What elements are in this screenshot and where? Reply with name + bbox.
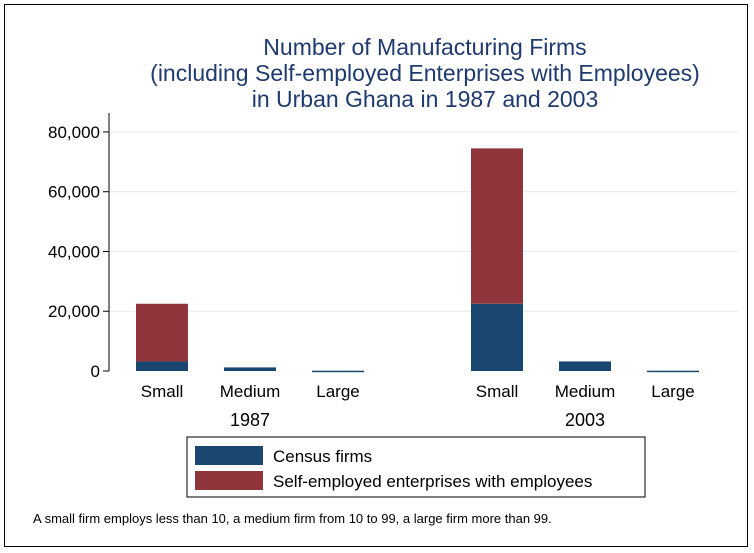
y-tick-label-3: 60,000 bbox=[48, 183, 100, 202]
legend-box bbox=[186, 436, 646, 498]
x-tick-label-2003-large: Large bbox=[651, 382, 694, 401]
bar-1987-small-series-1 bbox=[136, 361, 188, 371]
bar-2003-large-series-1 bbox=[647, 370, 699, 373]
y-axis: 0 20,000 40,000 60,000 80,000 bbox=[48, 113, 110, 381]
y-tick-label-0: 0 bbox=[91, 362, 100, 381]
bar-1987-medium-series-1 bbox=[224, 367, 276, 371]
bar-2003-small-series-1 bbox=[471, 303, 523, 371]
x-axis: Small Medium Large 1987 Small Medium Large 2003 bbox=[141, 382, 695, 430]
bar-1987-small-series-2 bbox=[136, 303, 188, 362]
bars bbox=[136, 148, 699, 373]
y-tick-label-2: 40,000 bbox=[48, 242, 100, 261]
bar-chart: Number of Manufacturing Firms(including … bbox=[48, 34, 738, 498]
chart-title: Number of Manufacturing Firms(including … bbox=[150, 34, 700, 112]
legend: Census firms Self-employed enterprises wi… bbox=[186, 436, 646, 498]
title-line-2: (including Self-employed Enterprises wit… bbox=[150, 60, 700, 86]
x-tick-label-2003-medium: Medium bbox=[555, 382, 615, 401]
x-tick-label-1987-large: Large bbox=[316, 382, 359, 401]
x-tick-label-1987-small: Small bbox=[141, 382, 184, 401]
chart-frame: Number of Manufacturing Firms (including … bbox=[4, 4, 748, 547]
legend-label-2: Self-employed enterprises with employees bbox=[273, 472, 592, 491]
title-line-1: Number of Manufacturing Firms bbox=[263, 34, 586, 60]
grid-lines bbox=[109, 131, 738, 312]
group-label-1987: 1987 bbox=[230, 410, 270, 430]
y-tick-label-1: 20,000 bbox=[48, 302, 100, 321]
legend-swatch-1 bbox=[195, 446, 263, 465]
title-line-3: in Urban Ghana in 1987 and 2003 bbox=[252, 86, 599, 112]
group-label-2003: 2003 bbox=[565, 410, 605, 430]
legend-label-1: Census firms bbox=[273, 447, 372, 466]
legend-swatch-2 bbox=[195, 471, 263, 490]
x-tick-label-1987-medium: Medium bbox=[220, 382, 280, 401]
bar-1987-large-series-1 bbox=[312, 370, 364, 373]
bar-2003-medium-series-1 bbox=[559, 361, 611, 371]
footnote: A small firm employs less than 10, a med… bbox=[33, 511, 552, 526]
bar-2003-small-series-2 bbox=[471, 148, 523, 304]
y-tick-label-4: 80,000 bbox=[48, 123, 100, 142]
x-tick-label-2003-small: Small bbox=[476, 382, 519, 401]
